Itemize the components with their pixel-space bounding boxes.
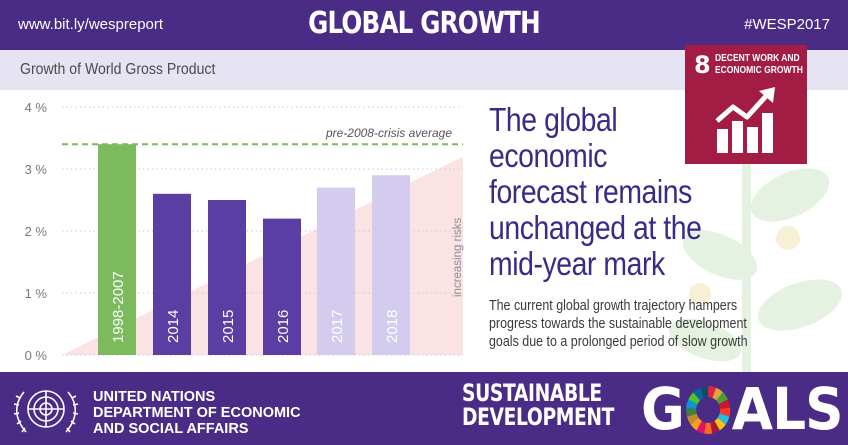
sdg-wheel-segment (685, 407, 697, 417)
y-tick-label: 2 % (25, 224, 48, 239)
bar-category-label: 2014 (165, 310, 182, 343)
sdg-wheel-segment (696, 421, 706, 434)
bar-category-label: 2016 (275, 310, 292, 343)
sdg-wordmark-line: SUSTAINABLE (462, 379, 602, 407)
body-text: The current global growth trajectory ham… (489, 297, 748, 351)
sdg-wheel-segment (715, 392, 728, 405)
reference-line-label: pre-2008-crisis average (325, 126, 452, 140)
headline-line: mid-year mark (489, 245, 665, 282)
bar (372, 175, 410, 355)
sdg-wheel-segment (686, 413, 699, 425)
body-line: goals due to a prolonged period of slow … (489, 334, 748, 350)
growth-chart-icon (715, 87, 775, 153)
bar (263, 218, 301, 355)
y-tick-label: 1 % (25, 286, 48, 301)
growth-chart: 0 % 1 % 2 % 3 % 4 % 1998-2007 2014 2015 2016 201… (25, 100, 464, 363)
org-name-line: UNITED NATIONS (93, 389, 216, 405)
sdg-wheel-segment (717, 413, 730, 425)
chart-bars: 1998-2007 2014 2015 2016 2017 2018 (98, 144, 410, 355)
risk-annotation: increasing risks (452, 218, 464, 297)
risk-wedge (62, 156, 463, 355)
sdg-wheel-segment (712, 387, 723, 401)
bar-category-label: 2017 (329, 310, 346, 343)
bar (98, 144, 136, 355)
sdg-wheel-segment (699, 386, 708, 398)
sdg-wheel-segment (703, 422, 712, 434)
sdg-number: 8 (694, 51, 711, 79)
sdg-label: DECENT WORK AND ECONOMIC GROWTH (715, 53, 803, 77)
bar-category-label: 1998-2007 (110, 271, 127, 343)
headline: The global economic forecast remains unc… (489, 101, 702, 282)
sdg-8-badge[interactable]: 8 DECENT WORK AND ECONOMIC GROWTH (685, 45, 807, 164)
org-name-line: AND SOCIAL AFFAIRS (93, 421, 249, 437)
y-axis-ticks: 0 % 1 % 2 % 3 % 4 % (25, 100, 48, 363)
bar (317, 187, 355, 355)
goals-letter: G (641, 375, 685, 443)
sdg-wheel-segment (714, 417, 726, 431)
bar (153, 193, 191, 355)
y-tick-label: 0 % (25, 348, 48, 363)
sdg-wheel-segment (718, 399, 730, 409)
sdg-wheel-segment (692, 387, 704, 401)
y-tick-label: 4 % (25, 100, 48, 115)
bar-category-label: 2015 (220, 310, 237, 343)
sdg-wheel-segment (707, 386, 716, 398)
sdg-wheel-segment (709, 421, 720, 434)
sdg-wheel-segment (685, 399, 698, 409)
hashtag[interactable]: #WESP2017 (744, 16, 830, 33)
body-line: The current global growth trajectory ham… (489, 298, 738, 314)
headline-line: The global (489, 101, 618, 138)
chart-title: Growth of World Gross Product (20, 61, 216, 78)
sdg-wheel-segment (719, 407, 730, 417)
goals-letters: ALS (731, 375, 844, 443)
sdg-label-line: ECONOMIC GROWTH (715, 65, 803, 76)
goals-wordmark: G ALS (641, 375, 844, 443)
y-tick-label: 3 % (25, 162, 48, 177)
sdg-label-line: DECENT WORK AND (715, 53, 800, 64)
headline-line: economic (489, 137, 608, 174)
page-title: GLOBAL GROWTH (308, 6, 541, 41)
sdg-wordmark-line: DEVELOPMENT (462, 403, 615, 431)
sdg-wheel-icon (684, 377, 732, 441)
sdg-wheel-segment (690, 417, 702, 431)
headline-line: unchanged at the (489, 209, 702, 246)
headline-line: forecast remains (489, 173, 692, 210)
report-link[interactable]: www.bit.ly/wespreport (18, 16, 164, 33)
sdg-wheel-segment (688, 392, 700, 405)
body-line: progress towards the sustainable develop… (489, 316, 747, 332)
bar (208, 200, 246, 355)
un-emblem-icon (13, 390, 79, 433)
top-banner: www.bit.ly/wespreport GLOBAL GROWTH #WES… (0, 0, 848, 50)
org-name-line: DEPARTMENT OF ECONOMIC (93, 405, 301, 421)
plant-decoration-icon (668, 160, 843, 372)
sdg-wordmark: SUSTAINABLE DEVELOPMENT (462, 381, 614, 429)
footer: UNITED NATIONS DEPARTMENT OF ECONOMIC AN… (0, 372, 848, 445)
bar-category-label: 2018 (384, 310, 401, 343)
